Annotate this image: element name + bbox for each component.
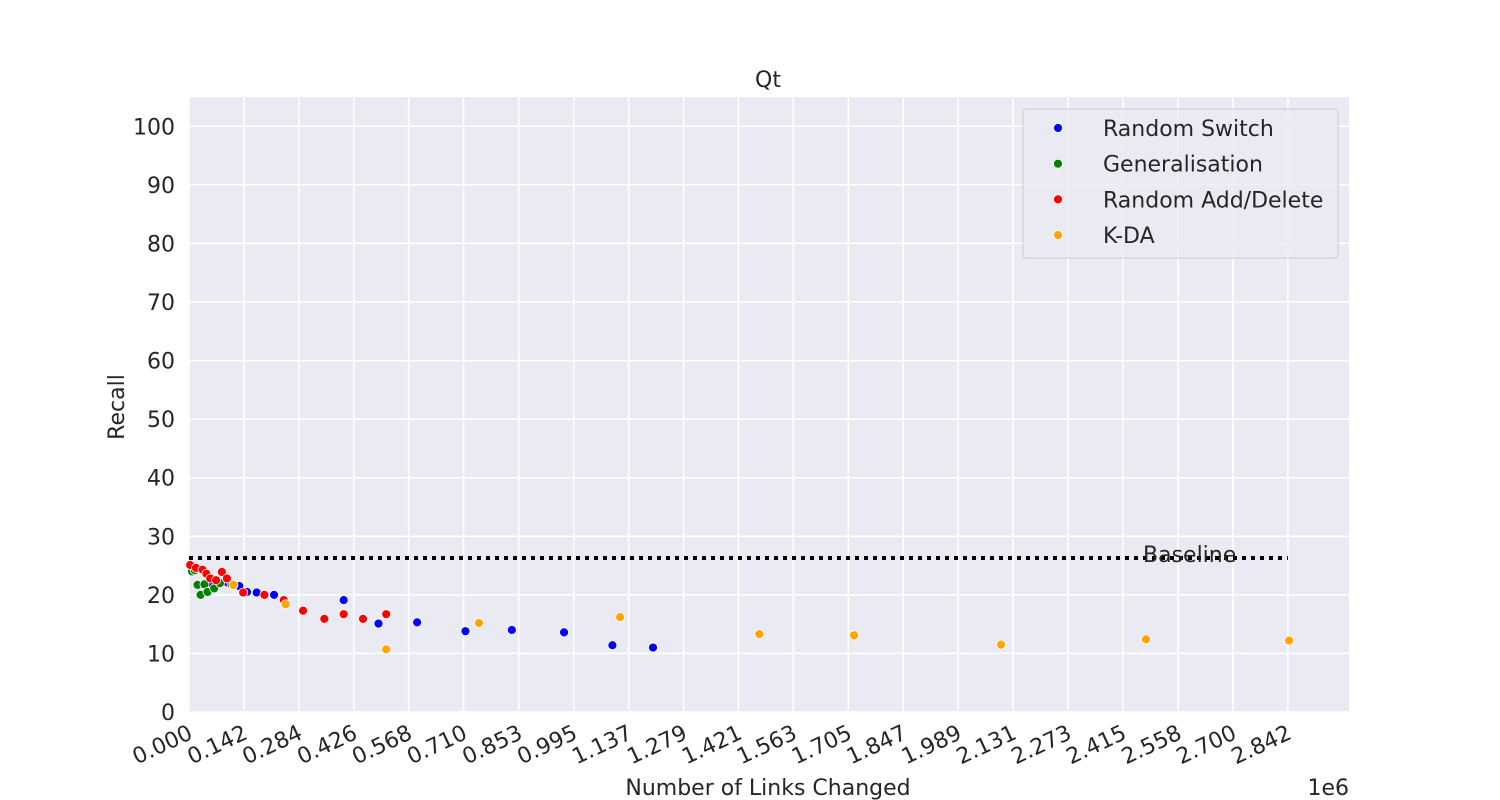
data-point — [615, 612, 626, 623]
y-tick-label: 80 — [147, 232, 175, 257]
data-point — [381, 644, 392, 655]
data-point — [269, 589, 279, 600]
data-point — [754, 629, 765, 639]
data-point — [280, 599, 291, 610]
data-point — [228, 580, 239, 590]
data-point — [996, 639, 1006, 650]
legend-label: K-DA — [1103, 224, 1155, 249]
legend-label: Random Switch — [1103, 117, 1274, 142]
baseline-label: Baseline — [1143, 543, 1236, 568]
data-point — [238, 587, 249, 598]
legend-marker — [1053, 158, 1063, 169]
data-point — [559, 627, 569, 638]
data-point — [607, 640, 618, 651]
data-point — [358, 613, 368, 624]
data-point — [319, 613, 330, 624]
legend-marker — [1053, 230, 1063, 241]
grid — [188, 97, 1349, 713]
legend-marker — [1053, 123, 1063, 133]
x-axis-offset-label: 1e6 — [1307, 776, 1349, 800]
y-tick-label: 30 — [147, 525, 175, 550]
data-point — [216, 567, 227, 577]
data-point — [338, 595, 349, 606]
data-point — [221, 573, 232, 584]
y-axis-title: Recall — [105, 374, 130, 440]
data-point — [474, 618, 484, 628]
y-tick-label: 100 — [133, 115, 175, 140]
data-point — [648, 642, 658, 653]
legend-label: Random Add/Delete — [1103, 188, 1323, 213]
data-point — [338, 609, 349, 620]
data-point — [460, 626, 471, 637]
data-point — [849, 630, 859, 641]
data-point — [259, 589, 270, 600]
y-tick-label: 0 — [161, 701, 175, 726]
y-tick-label: 70 — [147, 291, 175, 316]
data-point — [211, 575, 221, 586]
data-points — [185, 560, 1294, 655]
chart-title: Qt — [755, 68, 781, 93]
y-tick-labels: 0 10 20 30 40 50 60 70 80 90 100 — [133, 115, 175, 726]
legend: Random Switch Generalisation Random Add/De… — [1022, 108, 1339, 259]
data-point — [298, 605, 308, 616]
y-tick-label: 10 — [147, 642, 175, 667]
y-tick-label: 90 — [147, 174, 175, 199]
data-point — [506, 625, 517, 635]
legend-marker — [1053, 194, 1063, 205]
data-point — [1284, 635, 1294, 646]
legend-frame — [1022, 108, 1339, 259]
y-tick-label: 20 — [147, 584, 175, 609]
data-point — [381, 609, 392, 620]
legend-label: Generalisation — [1103, 153, 1263, 178]
data-point — [373, 618, 384, 629]
data-point — [412, 617, 423, 628]
y-tick-label: 60 — [147, 350, 175, 375]
y-tick-label: 40 — [147, 467, 175, 492]
data-point — [1141, 634, 1151, 645]
x-axis-title: Number of Links Changed — [625, 776, 910, 800]
y-tick-label: 50 — [147, 408, 175, 433]
